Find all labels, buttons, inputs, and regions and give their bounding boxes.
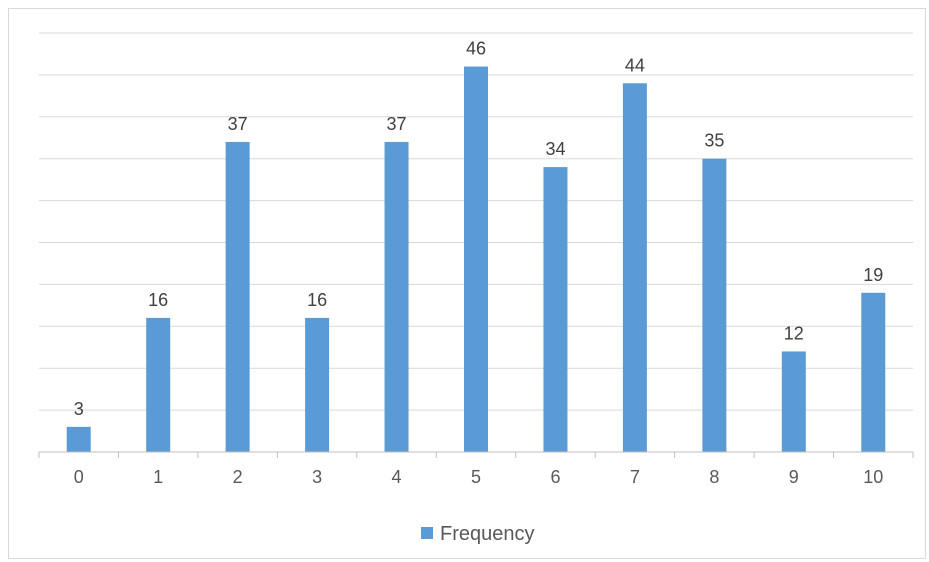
x-tick-label-10: 10	[863, 467, 883, 487]
legend-swatch	[421, 527, 433, 539]
x-tick-label-5: 5	[471, 467, 481, 487]
x-tick-labels: 0 1 2 3 4 5 6 7 8 9 10	[74, 467, 884, 487]
bar-4	[384, 141, 409, 452]
data-label-10: 19	[863, 265, 883, 285]
bar-3	[305, 317, 330, 452]
x-tick-label-3: 3	[312, 467, 322, 487]
chart-frame: 3 16 37 16 37 46 34 44 35 12 19 0 1 2 3 4 5 6 7 8 9 10 Frequ…	[8, 8, 926, 559]
data-labels: 3 16 37 16 37 46 34 44 35 12 19	[74, 39, 884, 419]
data-label-8: 35	[704, 131, 724, 151]
data-label-1: 16	[148, 290, 168, 310]
data-label-9: 12	[784, 323, 804, 343]
bar-7	[622, 83, 647, 452]
data-label-6: 34	[545, 139, 565, 159]
x-axis	[38, 451, 914, 458]
data-label-4: 37	[387, 114, 407, 134]
bars	[66, 66, 886, 452]
bar-8	[702, 158, 727, 452]
data-label-2: 37	[228, 114, 248, 134]
x-tick-label-8: 8	[709, 467, 719, 487]
bar-6	[543, 167, 568, 452]
legend-label: Frequency	[440, 523, 535, 545]
x-tick-label-2: 2	[233, 467, 243, 487]
bar-9	[781, 351, 806, 452]
data-label-0: 3	[74, 399, 84, 419]
x-tick-label-6: 6	[550, 467, 560, 487]
bar-1	[146, 317, 171, 452]
x-tick-label-1: 1	[153, 467, 163, 487]
x-tick-label-4: 4	[392, 467, 402, 487]
bar-5	[464, 66, 488, 452]
legend: Frequency	[421, 523, 535, 545]
bar-10	[861, 292, 886, 452]
x-tick-label-9: 9	[789, 467, 799, 487]
bar-2	[225, 141, 250, 452]
x-tick-label-7: 7	[630, 467, 640, 487]
bar-0	[66, 426, 91, 452]
x-tick-label-0: 0	[74, 467, 84, 487]
data-label-5: 46	[466, 39, 486, 59]
data-label-7: 44	[625, 55, 645, 75]
data-label-3: 16	[307, 290, 327, 310]
